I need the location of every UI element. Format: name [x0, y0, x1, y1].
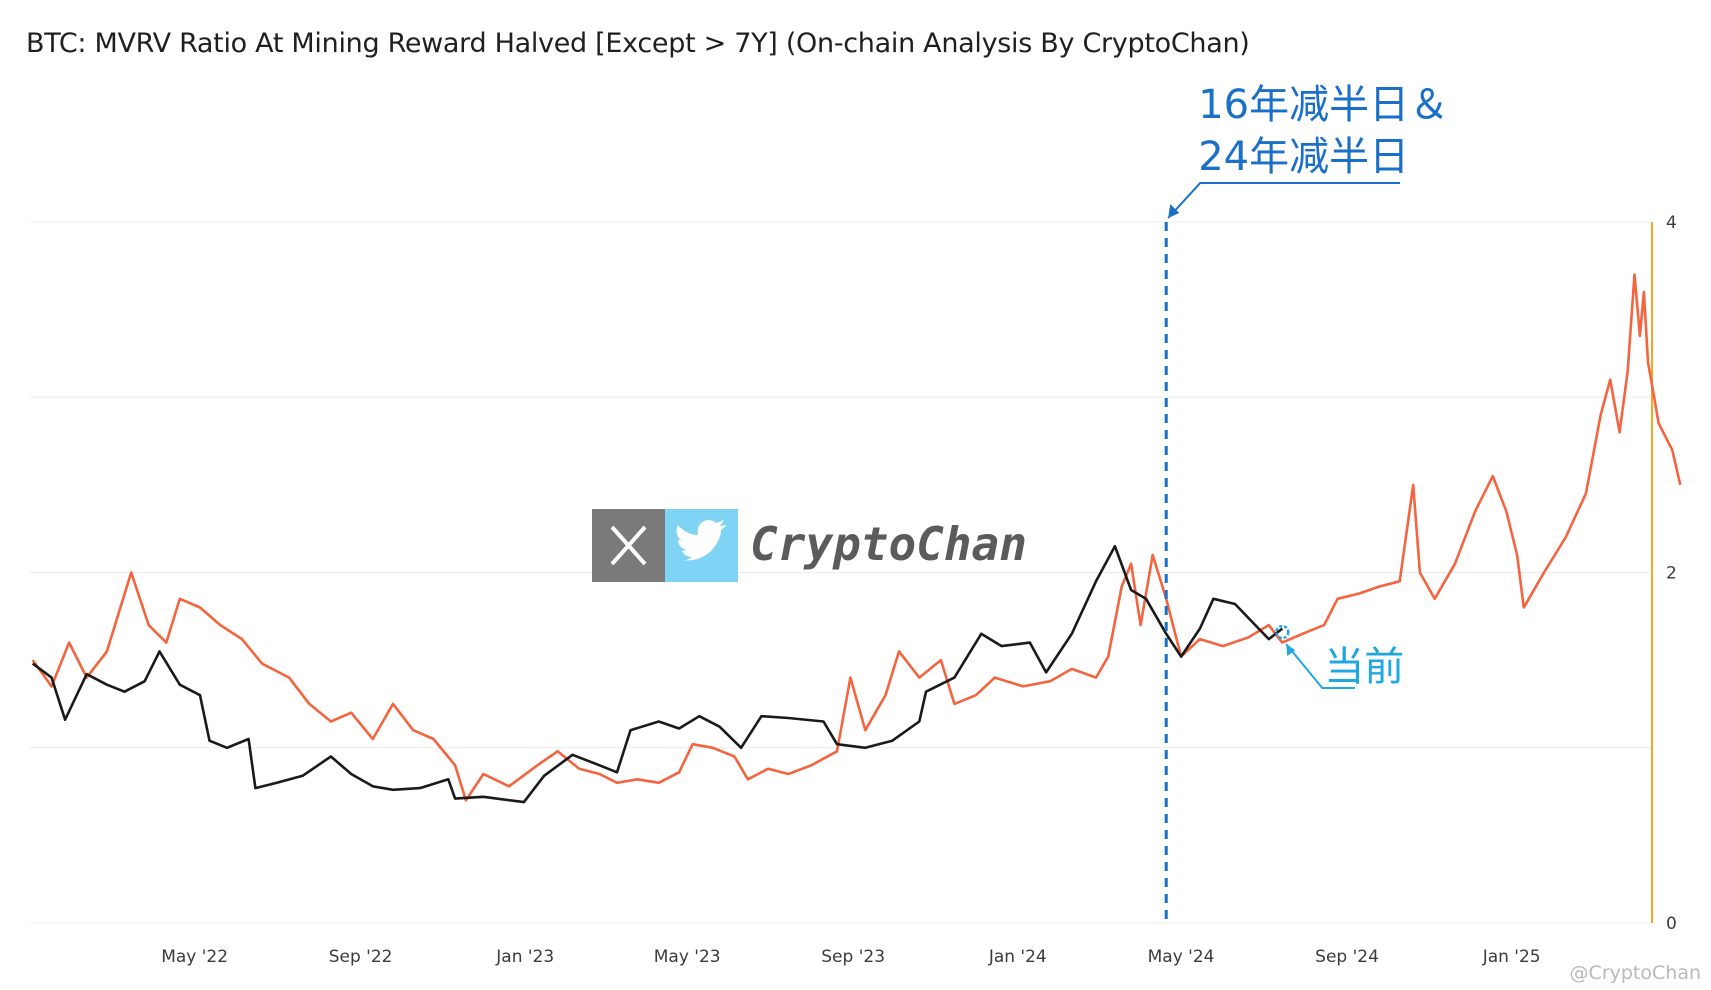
x-tick-label: Jan '23: [495, 947, 554, 967]
twitter-bird-icon: [676, 520, 727, 561]
halving-arrowhead-icon: [1168, 204, 1180, 218]
series-layer: [31, 273, 1682, 804]
y-tick-label: 4: [1666, 213, 1677, 233]
halving-leader-line: [1167, 182, 1400, 219]
halving-label-line2: 24年减半日: [1198, 134, 1409, 180]
x-tick-label: May '23: [654, 947, 721, 967]
current-marker-circle: [1275, 624, 1290, 640]
x-logo-icon: [610, 525, 647, 566]
chart-title: BTC: MVRV Ratio At Mining Reward Halved …: [26, 28, 1250, 59]
x-tick-label: Sep '22: [329, 947, 393, 967]
series-line-1: [31, 544, 1284, 804]
y-axis-ticks: 0 2 4: [1666, 213, 1677, 934]
x-axis-ticks: May '22 Sep '22 Jan '23 May '23 Sep '23 Jan '…: [161, 947, 1540, 967]
current-label: 当前: [1324, 644, 1404, 690]
x-tick-label: Sep '23: [821, 947, 885, 967]
x-tick-label: Jan '25: [1482, 947, 1541, 967]
x-tick-label: Jan '24: [988, 947, 1047, 967]
footer-watermark: @CryptoChan: [1569, 962, 1701, 984]
x-tick-label: May '24: [1148, 947, 1215, 967]
x-tick-label: Sep '24: [1315, 947, 1379, 967]
halving-label-line1: 16年减半日＆: [1198, 82, 1449, 128]
watermark-brand: CryptoChan: [750, 517, 1027, 571]
current-leader-line: [1285, 643, 1355, 689]
center-watermark: CryptoChan: [592, 509, 1027, 582]
grid-lines: [30, 221, 1653, 924]
y-tick-label: 2: [1666, 564, 1677, 584]
x-tick-label: May '22: [161, 947, 228, 967]
y-tick-label: 0: [1666, 914, 1677, 934]
current-arrowhead-icon: [1286, 644, 1296, 657]
